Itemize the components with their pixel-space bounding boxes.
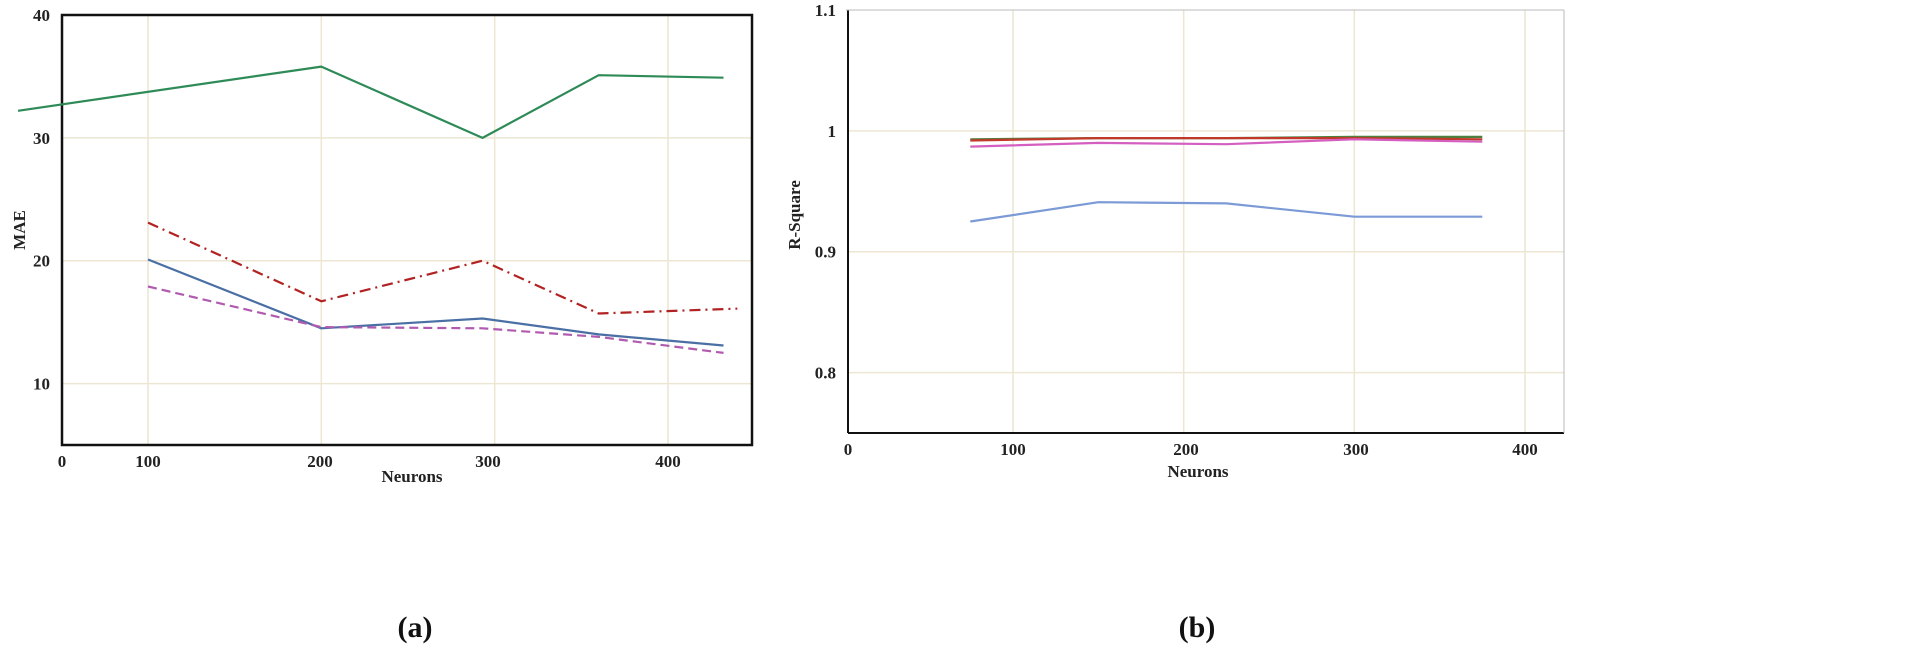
series-line-4 — [970, 201, 1483, 223]
y-tick-label: 0.9 — [815, 243, 836, 262]
x-axis-label: Neurons — [381, 467, 442, 486]
series-line-2 — [970, 137, 1483, 142]
y-tick-label: 1.1 — [815, 1, 836, 20]
series-line-1 — [17, 65, 724, 139]
x-axis-label: Neurons — [1167, 462, 1228, 481]
x-tick-label: 400 — [1512, 440, 1538, 459]
y-tick-label: 30 — [33, 129, 50, 148]
series-line-4 — [147, 285, 724, 354]
panel-caption: (b) — [1179, 611, 1216, 644]
y-tick-label: 1 — [828, 122, 837, 141]
x-tick-label: 300 — [1343, 440, 1369, 459]
x-tick-label: 300 — [475, 452, 501, 471]
series-line-3 — [147, 258, 724, 347]
series-line-3 — [970, 138, 1483, 148]
x-tick-label: 0 — [58, 452, 67, 471]
x-tick-label: 200 — [307, 452, 333, 471]
y-tick-label: 20 — [33, 252, 50, 271]
y-tick-label: 0.8 — [815, 364, 836, 383]
x-tick-label: 0 — [844, 440, 853, 459]
chart-panel-b: 0.8 0.9 1 1.1 0 100 200 300 400 Neurons R-Square (b… — [785, 1, 1565, 644]
y-axis-label: MAE — [10, 210, 29, 250]
panel-caption: (a) — [398, 611, 433, 644]
plot-frame — [60, 13, 754, 447]
y-axis-label: R-Square — [785, 180, 804, 250]
x-tick-label: 100 — [1000, 440, 1026, 459]
y-tick-label: 10 — [33, 375, 50, 394]
x-tick-label: 200 — [1173, 440, 1199, 459]
x-tick-label: 400 — [655, 452, 681, 471]
series-line-2 — [147, 221, 738, 315]
x-tick-label: 100 — [135, 452, 161, 471]
y-tick-label: 40 — [33, 6, 50, 25]
